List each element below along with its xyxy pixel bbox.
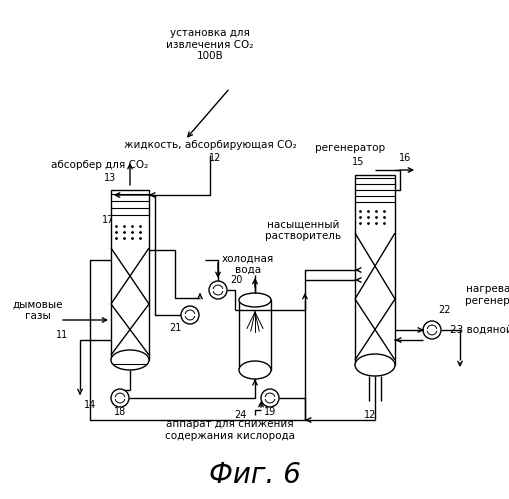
Text: 19: 19 xyxy=(263,407,275,417)
Text: 14: 14 xyxy=(83,400,96,410)
Text: абсорбер для CO₂: абсорбер для CO₂ xyxy=(51,160,148,170)
Circle shape xyxy=(181,306,199,324)
Text: 24: 24 xyxy=(233,410,246,420)
Text: 15: 15 xyxy=(351,157,363,167)
Text: установка для
извлечения CO₂
100B: установка для извлечения CO₂ 100B xyxy=(166,28,253,61)
Circle shape xyxy=(209,281,227,299)
Text: 22: 22 xyxy=(438,305,450,315)
Text: нагреватель
регенерации: нагреватель регенерации xyxy=(464,284,509,306)
Ellipse shape xyxy=(239,361,270,379)
Bar xyxy=(111,190,149,360)
Text: 20: 20 xyxy=(230,275,242,285)
Text: регенератор: регенератор xyxy=(315,143,384,153)
Text: 18: 18 xyxy=(114,407,126,417)
Text: 16: 16 xyxy=(398,153,410,163)
Bar xyxy=(354,175,394,365)
Ellipse shape xyxy=(354,354,394,376)
Text: 12: 12 xyxy=(208,153,221,163)
Text: 21: 21 xyxy=(168,323,181,333)
Text: 12: 12 xyxy=(363,410,376,420)
Text: холодная
вода: холодная вода xyxy=(221,253,274,275)
Ellipse shape xyxy=(111,350,149,370)
Circle shape xyxy=(261,389,278,407)
Circle shape xyxy=(422,321,440,339)
Circle shape xyxy=(111,389,129,407)
Ellipse shape xyxy=(239,293,270,307)
Text: 13: 13 xyxy=(104,173,116,183)
Text: насыщенный
растворитель: насыщенный растворитель xyxy=(264,219,341,241)
Text: 11: 11 xyxy=(56,330,68,340)
Bar xyxy=(239,300,270,370)
Text: Фиг. 6: Фиг. 6 xyxy=(209,461,300,489)
Text: 23 водяной пар: 23 водяной пар xyxy=(449,325,509,335)
Text: 17: 17 xyxy=(102,215,114,225)
Text: аппарат для снижения
содержания кислорода: аппарат для снижения содержания кислород… xyxy=(165,419,294,441)
Text: жидкость, абсорбирующая CO₂: жидкость, абсорбирующая CO₂ xyxy=(123,140,296,150)
Text: дымовые
газы: дымовые газы xyxy=(13,299,63,321)
